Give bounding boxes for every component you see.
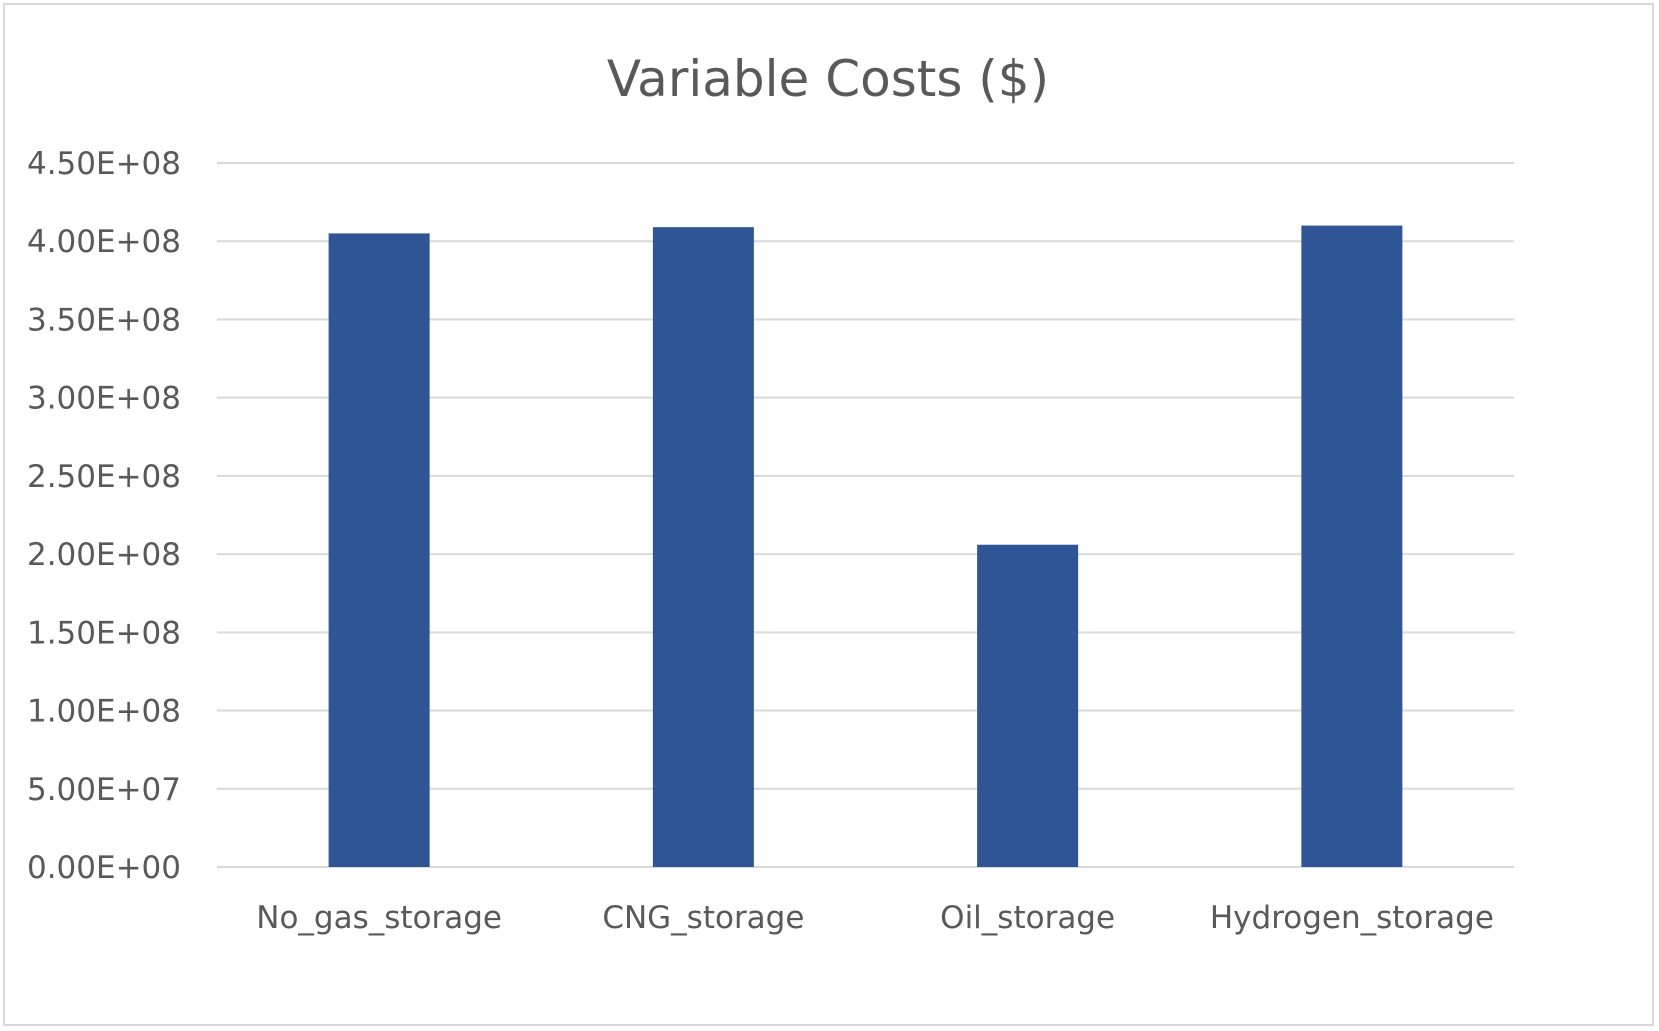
y-tick-label: 3.50E+08 — [27, 302, 181, 338]
bar-no-gas-storage — [328, 233, 430, 867]
y-tick-label: 1.00E+08 — [27, 694, 181, 730]
y-axis-ticks: 0.00E+00 5.00E+07 1.00E+08 1.50E+08 2.00E+08… — [27, 146, 181, 886]
chart-title: Variable Costs ($) — [607, 50, 1049, 108]
y-tick-label: 2.50E+08 — [27, 459, 181, 495]
y-tick-label: 5.00E+07 — [27, 772, 181, 808]
y-tick-label: 0.00E+00 — [27, 850, 181, 886]
bar-hydrogen-storage — [1301, 225, 1403, 868]
x-category-label: CNG_storage — [602, 900, 804, 936]
y-tick-label: 1.50E+08 — [27, 615, 181, 651]
y-tick-label: 3.00E+08 — [27, 381, 181, 417]
y-tick-label: 4.50E+08 — [27, 146, 181, 182]
bar-cng-storage — [652, 227, 754, 868]
x-category-label: No_gas_storage — [256, 900, 502, 936]
y-tick-label: 2.00E+08 — [27, 537, 181, 573]
bar-oil-storage — [977, 544, 1079, 867]
bars — [328, 225, 1403, 868]
bar-chart: Variable Costs ($) 0.00E+00 5.00E+07 1.00E… — [27, 50, 1514, 936]
x-axis-categories: No_gas_storage CNG_storage Oil_storage Hydr… — [256, 900, 1494, 936]
y-tick-label: 4.00E+08 — [27, 224, 181, 260]
x-category-label: Hydrogen_storage — [1210, 900, 1494, 936]
x-category-label: Oil_storage — [940, 900, 1115, 936]
chart-frame: Variable Costs ($) 0.00E+00 5.00E+07 1.00E… — [3, 3, 1654, 1026]
gridlines — [217, 162, 1514, 868]
